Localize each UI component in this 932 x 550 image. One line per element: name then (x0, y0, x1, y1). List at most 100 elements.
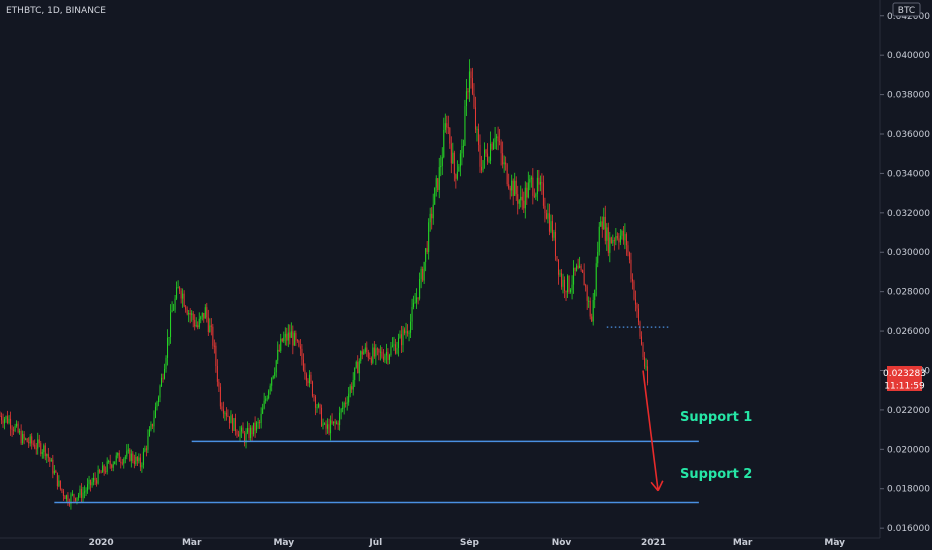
candle-down (20, 431, 22, 444)
candle-down (351, 386, 353, 390)
candle-down (1, 415, 3, 421)
candle-up (408, 332, 410, 334)
candle-down (551, 221, 553, 238)
candle-up (476, 128, 478, 130)
candle-up (559, 273, 561, 275)
candle-down (314, 396, 316, 408)
candle-down (183, 293, 185, 307)
candle-up (46, 454, 48, 457)
time-axis[interactable]: 2020 Mar May Jul Sep Nov 2021 Mar May (0, 537, 880, 548)
candle-down (378, 348, 380, 353)
candle-up (444, 123, 446, 130)
candle-up (539, 182, 541, 185)
candle-up (147, 436, 149, 450)
candle-down (32, 443, 34, 445)
candle-up (456, 171, 458, 179)
candle-down (382, 356, 384, 361)
candle-down (94, 478, 96, 481)
candle-down (470, 71, 472, 78)
candle-up (126, 450, 128, 457)
candle-up (142, 451, 144, 466)
candle-up (405, 331, 407, 334)
candle-down (189, 312, 191, 315)
candle-down (636, 304, 638, 309)
candle-up (253, 422, 255, 435)
candle-down (35, 448, 37, 450)
candle-up (612, 240, 614, 244)
candle-up (91, 482, 93, 486)
candle-down (616, 235, 618, 239)
candle-down (145, 448, 147, 450)
candle-up (434, 187, 436, 205)
candle-down (281, 338, 283, 342)
candle-down (447, 127, 449, 129)
candle-up (268, 390, 270, 399)
candle-down (132, 453, 134, 462)
down-arrow-shaft[interactable] (642, 370, 659, 491)
candle-up (379, 351, 381, 353)
candle-down (254, 422, 256, 431)
candle-up (494, 137, 496, 143)
candle-up (343, 402, 345, 408)
time-tick-label: Mar (733, 538, 753, 548)
candle-down (381, 351, 383, 357)
candle-down (162, 377, 164, 379)
currency-button[interactable]: BTC (892, 2, 921, 17)
candle-down (586, 286, 588, 301)
candle-down (10, 418, 12, 429)
candle-up (567, 275, 569, 293)
candle-up (570, 289, 572, 292)
candle-up (441, 157, 443, 166)
candle-up (336, 422, 338, 424)
candle-up (22, 434, 24, 444)
candle-down (545, 213, 547, 219)
candle-down (618, 238, 620, 243)
candle-up (262, 408, 264, 414)
drawings-layer[interactable] (54, 326, 699, 504)
candle-up (168, 337, 170, 339)
candle-down (431, 213, 433, 219)
candle-up (274, 372, 276, 376)
candle-up (177, 287, 179, 289)
candle-down (407, 331, 409, 334)
support-2-label[interactable]: Support 2 (680, 467, 752, 482)
candle-down (311, 381, 313, 397)
support-1-label[interactable]: Support 1 (680, 410, 752, 425)
candle-up (115, 455, 117, 462)
candle-up (363, 351, 365, 355)
candle-down (487, 153, 489, 162)
last-price-value: 0.023283 (883, 369, 926, 379)
candle-up (200, 316, 202, 319)
candle-down (31, 436, 33, 444)
candle-down (210, 325, 212, 327)
time-tick-label: Nov (552, 538, 572, 548)
candle-down (286, 333, 288, 341)
candle-down (295, 333, 297, 340)
candle-down (517, 194, 519, 204)
candle-up (93, 478, 95, 483)
candle-up (535, 193, 537, 197)
down-arrow-head[interactable] (657, 480, 664, 492)
candle-up (340, 408, 342, 413)
candle-down (437, 178, 439, 190)
candle-down (40, 443, 42, 454)
candle-up (71, 494, 73, 496)
candle-down (11, 428, 13, 430)
candle-down (313, 396, 315, 398)
down-arrow-head[interactable] (650, 481, 659, 492)
candle-up (530, 177, 532, 180)
candle-up (65, 495, 67, 500)
candle-down (0, 415, 1, 417)
candle-up (349, 386, 351, 394)
candle-down (641, 336, 643, 345)
candle-up (410, 321, 412, 333)
candle-up (595, 263, 597, 290)
candle-down (561, 273, 563, 287)
candle-up (4, 419, 6, 424)
candle-down (633, 281, 635, 300)
candle-down (179, 287, 181, 291)
candle-down (369, 357, 371, 359)
candle-up (458, 166, 460, 172)
candle-down (479, 144, 481, 167)
